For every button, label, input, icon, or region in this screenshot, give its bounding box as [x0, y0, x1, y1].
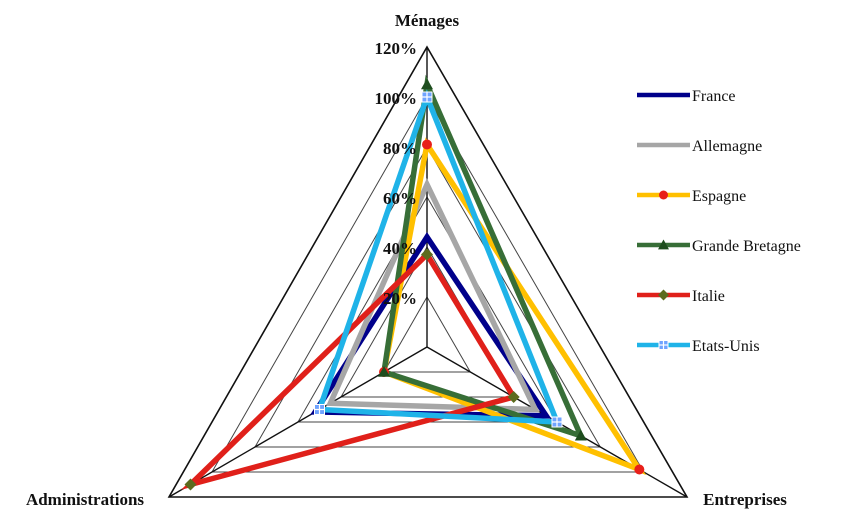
legend-marker-italie: [658, 290, 669, 301]
marker-espagne: [634, 465, 644, 475]
tick-label: 80%: [383, 139, 417, 158]
legend-label-grande-bretagne: Grande Bretagne: [692, 238, 801, 255]
legend: France Allemagne Espagne Grande Bretagne Ita…: [637, 88, 801, 355]
tick-label: 20%: [383, 289, 417, 308]
marker-etats-unis: [422, 92, 432, 102]
tick-label: 60%: [383, 189, 417, 208]
legend-label-espagne: Espagne: [692, 188, 746, 205]
marker-grande-bretagne: [421, 79, 433, 90]
axis-title-administrations: Administrations: [26, 490, 144, 509]
legend-label-etats-unis: Etats-Unis: [692, 338, 760, 355]
marker-etats-unis: [315, 405, 325, 415]
legend-label-allemagne: Allemagne: [692, 138, 762, 155]
tick-label: 100%: [375, 89, 418, 108]
legend-label-france: France: [692, 88, 736, 105]
marker-etats-unis: [552, 417, 562, 427]
tick-label: 40%: [383, 239, 417, 258]
legend-marker-espagne: [659, 191, 668, 200]
tick-label: 120%: [375, 39, 418, 58]
marker-espagne: [422, 140, 432, 150]
legend-marker-etats-unis: [659, 341, 668, 350]
axis-title-menages: Ménages: [395, 11, 460, 30]
legend-label-italie: Italie: [692, 288, 725, 305]
axis-title-entreprises: Entreprises: [703, 490, 787, 509]
